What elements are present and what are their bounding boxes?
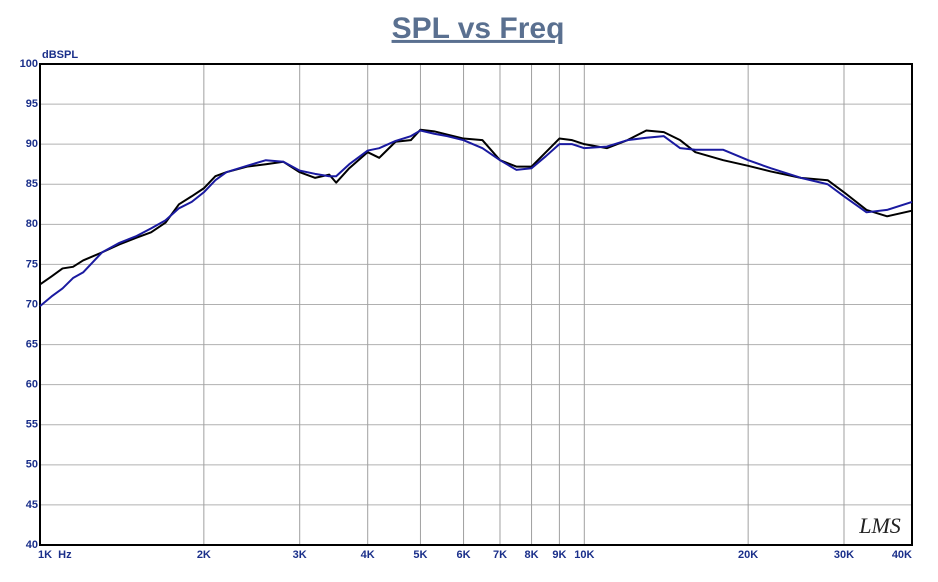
x-tick-label: 8K — [525, 549, 539, 561]
y-tick-label: 100 — [20, 58, 38, 70]
plot-frame — [39, 63, 913, 546]
y-axis-label: dBSPL — [42, 49, 78, 61]
y-tick-label: 60 — [26, 379, 38, 391]
y-tick-label: 85 — [26, 178, 38, 190]
x-tick-label: 10K — [574, 549, 594, 561]
x-tick-label: 2K — [197, 549, 211, 561]
y-tick-label: 75 — [26, 258, 38, 270]
y-tick-label: 50 — [26, 459, 38, 471]
chart-title: SPL vs Freq — [392, 12, 565, 45]
series-line — [39, 128, 913, 286]
logo: LMS — [858, 513, 901, 538]
y-tick-label: 70 — [26, 298, 38, 310]
x-tick-label: 20K — [738, 549, 758, 561]
x-tick-label: 40K — [892, 549, 912, 561]
series-line — [39, 129, 913, 307]
y-tick-label: 65 — [26, 338, 38, 350]
y-tick-label: 55 — [26, 419, 38, 431]
x-tick-label: 7K — [493, 549, 507, 561]
x-tick-label: 4K — [361, 549, 375, 561]
y-tick-label: 95 — [26, 98, 38, 110]
y-tick-label: 40 — [26, 539, 38, 551]
x-tick-label: 5K — [413, 549, 427, 561]
x-tick-label: 1K Hz — [38, 549, 72, 561]
x-tick-label: 6K — [457, 549, 471, 561]
x-tick-label: 3K — [293, 549, 307, 561]
y-tick-label: 90 — [26, 138, 38, 150]
y-tick-label: 80 — [26, 218, 38, 230]
x-tick-label: 30K — [834, 549, 854, 561]
y-tick-label: 45 — [26, 499, 38, 511]
x-tick-label: 9K — [552, 549, 566, 561]
